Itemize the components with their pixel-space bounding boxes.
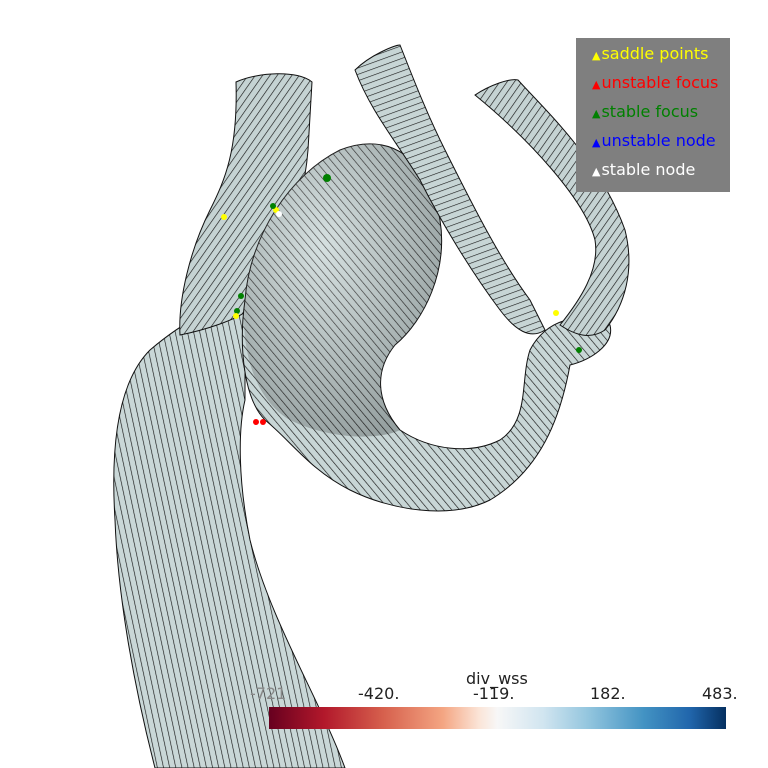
saddle-point-marker (233, 313, 239, 319)
hooked-branch (474, 79, 630, 336)
legend-item-unstable-node: ▲unstable node (592, 131, 716, 153)
aneurysm-shading (244, 143, 442, 437)
stable-focus-marker (323, 174, 331, 182)
left-branch (179, 73, 313, 336)
saddle-point-marker (553, 310, 559, 316)
stable-node-marker (276, 211, 282, 217)
legend-label: stable node (601, 160, 696, 179)
triangle-icon: ▲ (592, 49, 601, 62)
stable-focus-marker (270, 203, 276, 209)
legend-item-stable-focus: ▲stable focus (592, 102, 698, 124)
legend-item-unstable-focus: ▲unstable focus (592, 73, 718, 95)
legend-label: unstable focus (601, 73, 719, 92)
triangle-icon: ▲ (592, 165, 601, 178)
right-upper-branch (354, 44, 546, 335)
legend-label: unstable node (601, 131, 716, 150)
triangle-icon: ▲ (592, 107, 601, 120)
unstable-focus-marker (253, 419, 259, 425)
legend-label: stable focus (601, 102, 699, 121)
triangle-icon: ▲ (592, 136, 601, 149)
triangle-icon: ▲ (592, 78, 601, 91)
stable-focus-marker (576, 347, 582, 353)
saddle-point-marker (221, 214, 227, 220)
legend-item-stable-node: ▲stable node (592, 160, 695, 182)
critical-points (221, 174, 582, 425)
stable-focus-marker (238, 293, 244, 299)
legend-label: saddle points (601, 44, 709, 63)
critical-point-legend: ▲saddle points ▲unstable focus ▲stable f… (576, 38, 730, 192)
unstable-focus-marker (260, 419, 266, 425)
stable-focus-marker (234, 308, 240, 314)
legend-item-saddle-points: ▲saddle points (592, 44, 708, 66)
